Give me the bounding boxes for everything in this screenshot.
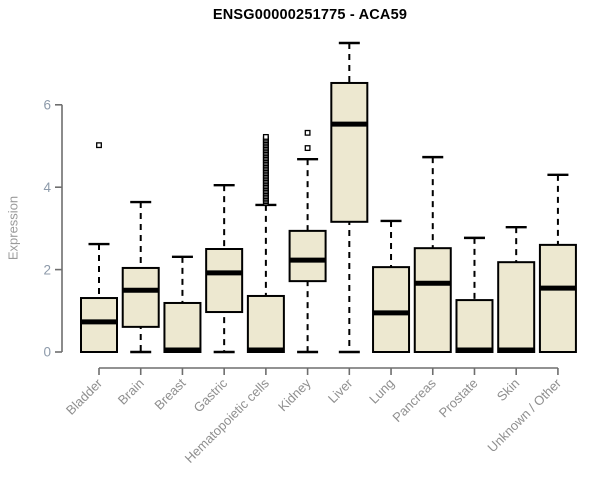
x-tick-label-pancreas: Pancreas xyxy=(389,375,439,425)
x-tick-label-breast: Breast xyxy=(151,375,188,412)
box-hematopoietic-cells xyxy=(246,294,285,353)
box-skin xyxy=(497,261,536,353)
box-gastric xyxy=(205,248,244,314)
x-tick-label-lung: Lung xyxy=(366,376,397,407)
y-tick-label-0: 0 xyxy=(43,345,51,360)
x-tick-label-unknown-other: Unknown / Other xyxy=(484,375,564,455)
box-unknown-other xyxy=(538,243,577,354)
box-breast xyxy=(163,301,202,353)
box-bladder xyxy=(80,297,118,354)
x-tick-label-liver: Liver xyxy=(325,375,356,406)
x-tick-label-kidney: Kidney xyxy=(275,375,314,414)
chart-title: ENSG00000251775 - ACA59 xyxy=(212,7,408,23)
x-tick-label-bladder: Bladder xyxy=(63,375,106,418)
box-prostate xyxy=(455,299,494,354)
x-tick-label-skin: Skin xyxy=(494,376,522,404)
box-liver xyxy=(330,81,369,223)
box-lung xyxy=(372,266,411,353)
outlier-point-kidney xyxy=(304,145,311,152)
box-pancreas xyxy=(413,247,452,353)
box-brain xyxy=(121,266,160,328)
outlier-point-hematopoietic-cells xyxy=(262,133,269,140)
x-tick-label-brain: Brain xyxy=(115,376,147,408)
x-tick-label-prostate: Prostate xyxy=(436,376,481,421)
y-tick-label-2: 2 xyxy=(43,262,51,277)
x-tick-label-gastric: Gastric xyxy=(191,375,231,415)
y-tick-label-4: 4 xyxy=(43,180,51,195)
outlier-point-bladder xyxy=(96,142,102,149)
outlier-point-kidney xyxy=(304,129,311,136)
y-tick-label-6: 6 xyxy=(43,98,51,113)
box-kidney xyxy=(288,229,327,283)
